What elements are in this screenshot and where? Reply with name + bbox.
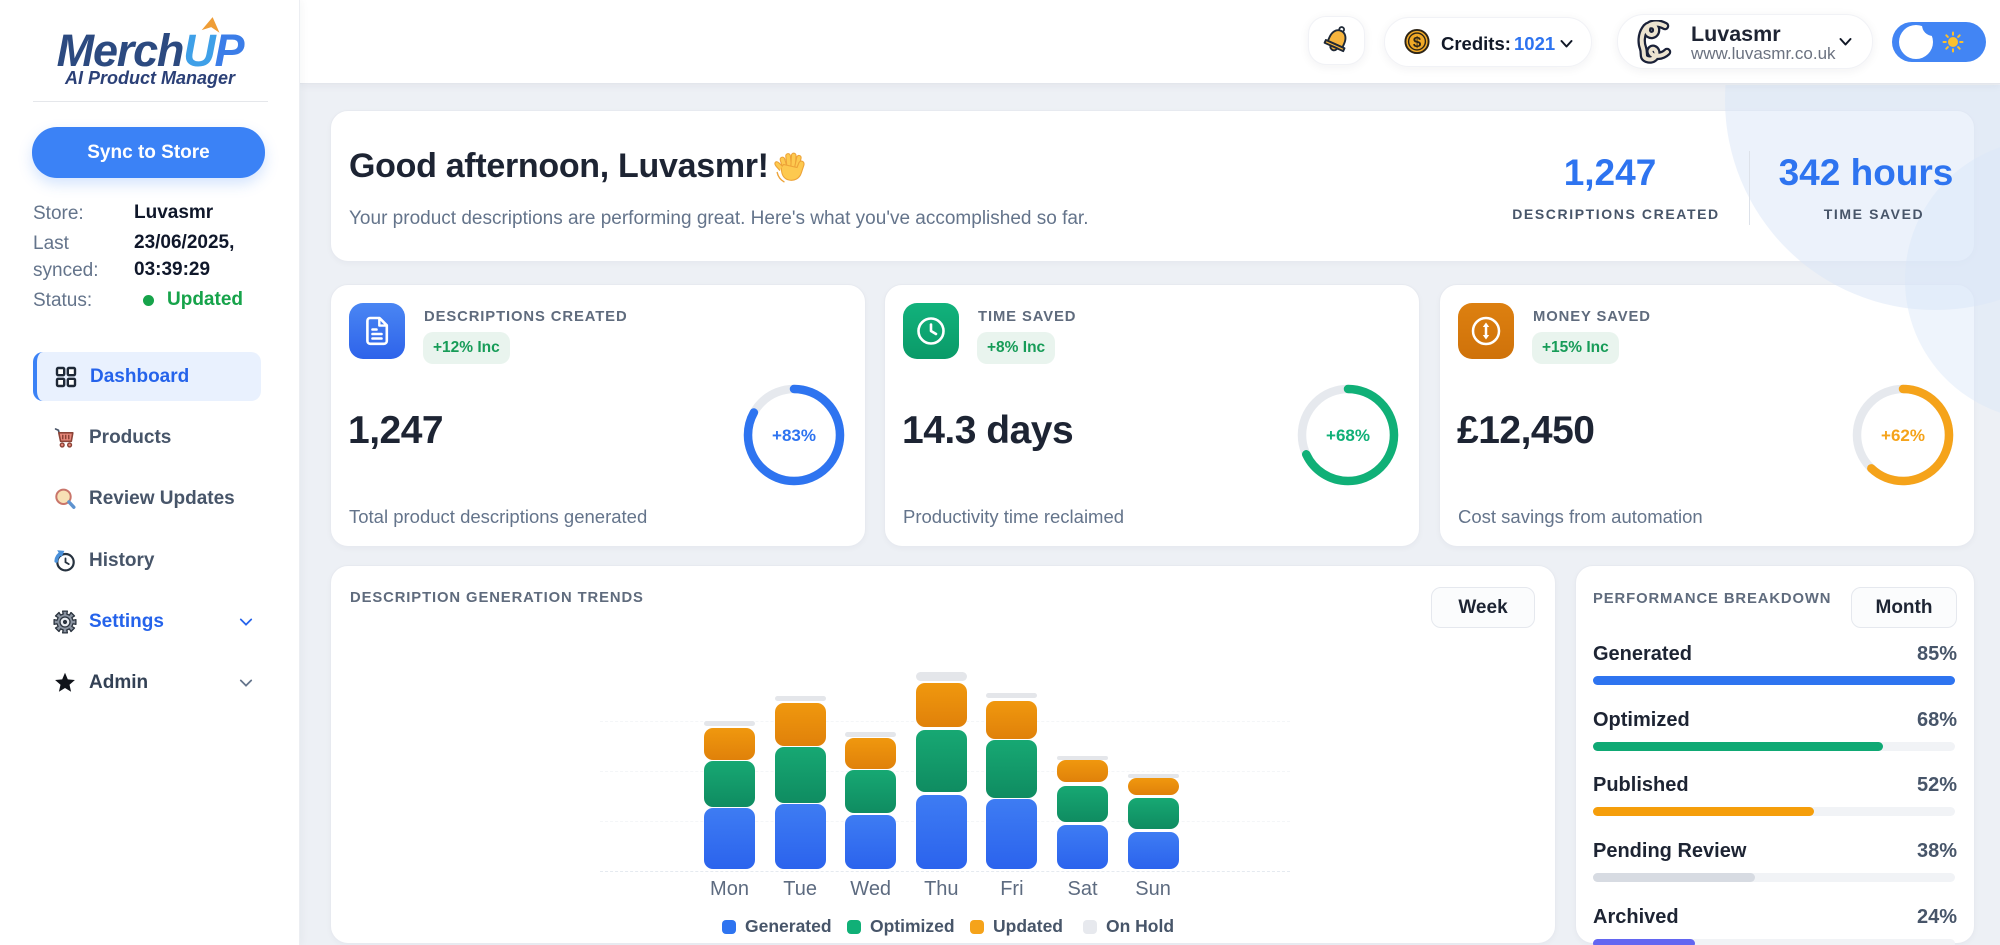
svg-text:$: $ (1413, 34, 1422, 51)
